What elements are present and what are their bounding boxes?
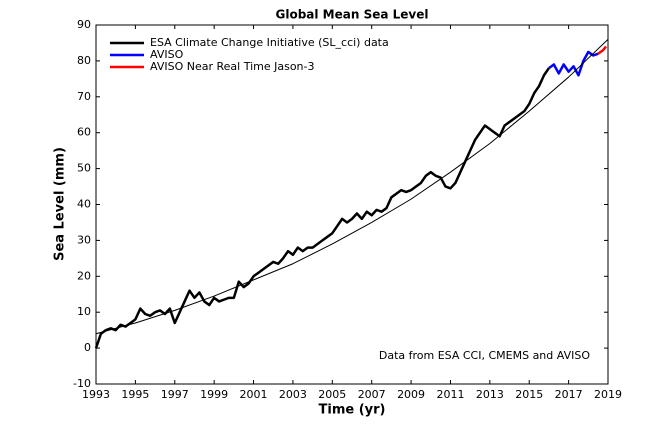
y-tick-label: 60 — [77, 126, 91, 139]
x-tick-label: 1993 — [82, 388, 110, 401]
series-line — [94, 67, 550, 349]
y-tick-label: 70 — [77, 90, 91, 103]
y-tick-label: 0 — [84, 341, 91, 354]
x-tick-label: 1999 — [200, 388, 228, 401]
x-tick-label: 2017 — [555, 388, 583, 401]
chart-title: Global Mean Sea Level — [276, 8, 429, 22]
x-tick-label: 1997 — [161, 388, 189, 401]
x-axis-label: Time (yr) — [319, 403, 386, 418]
y-axis-label: Sea Level (mm) — [53, 147, 68, 261]
x-tick-label: 2013 — [476, 388, 504, 401]
legend-label: AVISO — [150, 48, 184, 61]
y-tick-label: 20 — [77, 269, 91, 282]
x-tick-label: 2015 — [515, 388, 543, 401]
series-line — [597, 45, 607, 55]
y-tick-label: 40 — [77, 198, 91, 211]
x-tick-label: 1995 — [121, 388, 149, 401]
y-tick-label: 90 — [77, 18, 91, 31]
x-tick-label: 2005 — [318, 388, 346, 401]
y-tick-label: 10 — [77, 305, 91, 318]
x-tick-label: 2003 — [279, 388, 307, 401]
annotation: Data from ESA CCI, CMEMS and AVISO — [379, 349, 590, 362]
series-line — [548, 50, 599, 77]
y-tick-label: 80 — [77, 54, 91, 67]
x-tick-label: 2001 — [240, 388, 268, 401]
legend-label: AVISO Near Real Time Jason-3 — [150, 60, 315, 73]
x-tick-label: 2007 — [358, 388, 386, 401]
x-tick-label: 2009 — [397, 388, 425, 401]
plot-frame — [95, 24, 609, 385]
x-tick-label: 2011 — [436, 388, 464, 401]
y-tick-label: 30 — [77, 233, 91, 246]
y-tick-label: -10 — [73, 377, 91, 390]
y-tick-label: 50 — [77, 162, 91, 175]
legend-label: ESA Climate Change Initiative (SL_cci) d… — [150, 36, 389, 49]
x-tick-label: 2019 — [594, 388, 622, 401]
series-line — [95, 38, 609, 335]
